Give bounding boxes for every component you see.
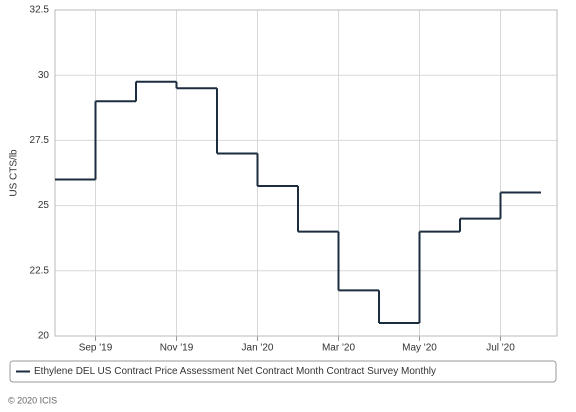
plot-frame — [54, 9, 558, 337]
y-tick-label: 20 — [38, 331, 50, 342]
x-tick-label: Jul '20 — [486, 343, 515, 354]
x-tick-label: Jan '20 — [242, 343, 274, 354]
x-tick-label: Mar '20 — [322, 343, 355, 354]
y-tick-label: 32.5 — [30, 5, 50, 16]
legend-label: Ethylene DEL US Contract Price Assessmen… — [34, 366, 436, 377]
x-tick-label: May '20 — [402, 343, 437, 354]
legend-box — [9, 360, 557, 383]
x-tick-label: Nov '19 — [160, 343, 194, 354]
x-tick-label: Sep '19 — [79, 343, 113, 354]
y-axis-label: US CTS/lb — [9, 149, 20, 197]
y-tick-label: 25 — [38, 200, 50, 211]
y-tick-label: 30 — [38, 70, 50, 81]
y-tick-label: 22.5 — [30, 265, 50, 276]
y-tick-label: 27.5 — [30, 135, 50, 146]
footer: © 2020 ICIS — [8, 395, 57, 405]
